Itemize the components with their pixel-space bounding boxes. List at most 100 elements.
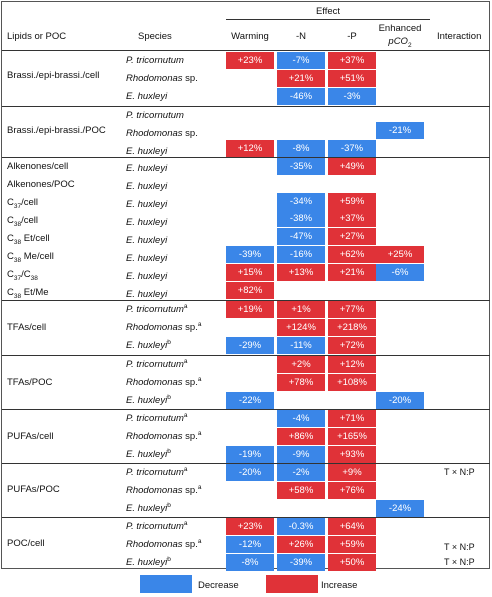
cell-warming: +19% bbox=[226, 301, 274, 318]
cell-minus-n: -38% bbox=[277, 210, 325, 227]
column-header-warming: Warming bbox=[231, 31, 269, 42]
effect-header: Effect bbox=[315, 6, 341, 17]
species-name: P. tricornutum bbox=[126, 467, 184, 478]
cell-warming: +23% bbox=[226, 518, 274, 535]
species-pt: P. tricornutuma bbox=[126, 357, 188, 370]
cell-minus-n: -0.3% bbox=[277, 518, 325, 535]
species-eh: E. huxleyi bbox=[126, 235, 168, 246]
label-subscript: 37 bbox=[13, 274, 22, 282]
cell-warming: -19% bbox=[226, 446, 274, 463]
cell-minus-p: +50% bbox=[328, 554, 376, 571]
species-name: P. tricornutum bbox=[126, 521, 184, 532]
cell-minus-n: +2% bbox=[277, 356, 325, 373]
cell-minus-p: +12% bbox=[328, 356, 376, 373]
legend-decrease-label: Decrease bbox=[198, 580, 239, 591]
label-subscript: 38 bbox=[13, 292, 22, 300]
cell-enhanced-pco2: -21% bbox=[376, 122, 424, 139]
cell-minus-p: +27% bbox=[328, 228, 376, 245]
cell-enhanced-pco2: -6% bbox=[376, 264, 424, 281]
cell-enhanced-pco2: -24% bbox=[376, 500, 424, 517]
label-subscript: 37 bbox=[13, 202, 22, 210]
cell-minus-p: +76% bbox=[328, 482, 376, 499]
cell-warming: -39% bbox=[226, 246, 274, 263]
cell-minus-n: -2% bbox=[277, 464, 325, 481]
label-text: C bbox=[7, 233, 14, 244]
species-pt: P. tricornutum bbox=[126, 55, 184, 66]
cell-minus-n: +78% bbox=[277, 374, 325, 391]
row-label-brassi-poc: Brassi./epi-brassi./POC bbox=[7, 125, 106, 136]
species-eh: E. huxleyi bbox=[126, 91, 168, 102]
species-superscript: b bbox=[167, 501, 171, 509]
cell-minus-n: +1% bbox=[277, 301, 325, 318]
species-eh: E. huxleyi bbox=[126, 253, 168, 264]
cell-minus-n: +58% bbox=[277, 482, 325, 499]
row-label-c38-me-cell: C38 Me/cell bbox=[7, 251, 54, 264]
label-text: C bbox=[7, 269, 14, 280]
label-subscript: 38 bbox=[13, 256, 22, 264]
row-label-pufas-cell: PUFAs/cell bbox=[7, 431, 54, 442]
species-rhodomonas: Rhodomonas sp.a bbox=[126, 538, 201, 550]
species-name: P. tricornutum bbox=[126, 359, 184, 370]
label-subscript: 38 bbox=[30, 274, 38, 282]
species-eh: E. huxleyib bbox=[126, 394, 171, 406]
cell-enhanced-pco2: +25% bbox=[376, 246, 424, 263]
row-label-alkenones-poc: Alkenones/POC bbox=[7, 179, 75, 190]
legend-decrease-swatch bbox=[140, 575, 192, 593]
species-rhodomonas: Rhodomonas sp.a bbox=[126, 375, 202, 388]
legend-increase-swatch bbox=[266, 575, 318, 593]
column-header-minus-p: -P bbox=[347, 31, 357, 42]
species-superscript: a bbox=[183, 357, 188, 365]
row-label-c38-cell: C38/cell bbox=[7, 215, 38, 228]
species-eh: E. huxleyib bbox=[126, 448, 171, 460]
section-divider bbox=[2, 157, 490, 158]
cell-minus-n: -34% bbox=[277, 193, 325, 210]
cell-minus-n: -8% bbox=[277, 140, 325, 157]
label-text: C bbox=[7, 251, 14, 262]
column-header-species: Species bbox=[138, 31, 172, 42]
species-pt: P. tricornutuma bbox=[126, 411, 188, 424]
species-name: E. huxleyi bbox=[126, 503, 168, 514]
species-eh: E. huxleyib bbox=[126, 556, 171, 568]
species-sp: sp. bbox=[182, 73, 198, 84]
cell-warming: -12% bbox=[226, 536, 274, 553]
cell-minus-p: +71% bbox=[328, 410, 376, 427]
cell-minus-p: +64% bbox=[328, 518, 376, 535]
cell-minus-n: +86% bbox=[277, 428, 325, 445]
cell-minus-p: +21% bbox=[328, 264, 376, 281]
species-name: Rhodomonas bbox=[126, 377, 183, 388]
species-eh: E. huxleyi bbox=[126, 289, 168, 300]
species-superscript: a bbox=[183, 302, 188, 310]
species-superscript: a bbox=[183, 411, 188, 419]
cell-minus-n: +21% bbox=[277, 70, 325, 87]
cell-minus-p: +59% bbox=[328, 536, 376, 553]
species-superscript: a bbox=[183, 465, 188, 473]
cell-minus-p: -3% bbox=[328, 88, 376, 105]
row-label-c37-cell: C37/cell bbox=[7, 197, 38, 210]
species-name: E. huxleyi bbox=[126, 340, 168, 351]
section-divider bbox=[2, 106, 490, 107]
cell-minus-n: -46% bbox=[277, 88, 325, 105]
species-superscript: a bbox=[197, 375, 202, 383]
species-superscript: a bbox=[197, 483, 202, 491]
species-superscript: a bbox=[197, 429, 202, 437]
species-eh: E. huxleyi bbox=[126, 199, 168, 210]
species-superscript: a bbox=[183, 519, 188, 527]
species-name: Rhodomonas bbox=[126, 322, 183, 333]
species-eh: E. huxleyi bbox=[126, 181, 168, 192]
legend-increase-label: Increase bbox=[321, 580, 358, 591]
species-name: Rhodomonas bbox=[126, 73, 183, 84]
pco2-text: pCO bbox=[388, 36, 408, 47]
species-pt: P. tricornutuma bbox=[126, 302, 188, 315]
species-name: P. tricornutum bbox=[126, 413, 184, 424]
cell-warming: -20% bbox=[226, 464, 274, 481]
species-name: E. huxleyi bbox=[126, 449, 168, 460]
cell-warming: +82% bbox=[226, 282, 274, 299]
label-text: Et/Me bbox=[21, 287, 49, 298]
cell-minus-p: +72% bbox=[328, 337, 376, 354]
interaction-label: T × N:P bbox=[444, 557, 475, 567]
species-sp: sp. bbox=[182, 485, 198, 496]
species-eh: E. huxleyi bbox=[126, 217, 168, 228]
section-divider bbox=[2, 300, 490, 301]
label-text: /C bbox=[21, 269, 31, 280]
effect-underline bbox=[226, 19, 430, 20]
